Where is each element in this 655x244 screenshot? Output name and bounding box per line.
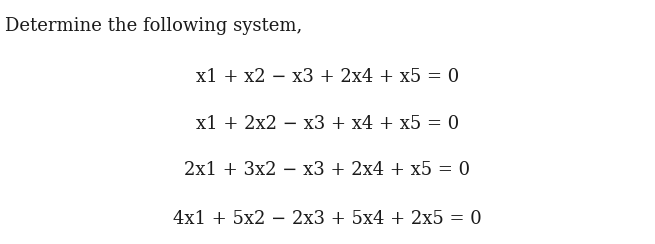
Text: Determine the following system,: Determine the following system,: [5, 17, 303, 35]
Text: x1 + x2 − x3 + 2x4 + x5 = 0: x1 + x2 − x3 + 2x4 + x5 = 0: [196, 68, 459, 86]
Text: 4x1 + 5x2 − 2x3 + 5x4 + 2x5 = 0: 4x1 + 5x2 − 2x3 + 5x4 + 2x5 = 0: [173, 210, 482, 228]
Text: x1 + 2x2 − x3 + x4 + x5 = 0: x1 + 2x2 − x3 + x4 + x5 = 0: [196, 115, 459, 133]
Text: 2x1 + 3x2 − x3 + 2x4 + x5 = 0: 2x1 + 3x2 − x3 + 2x4 + x5 = 0: [185, 161, 470, 179]
